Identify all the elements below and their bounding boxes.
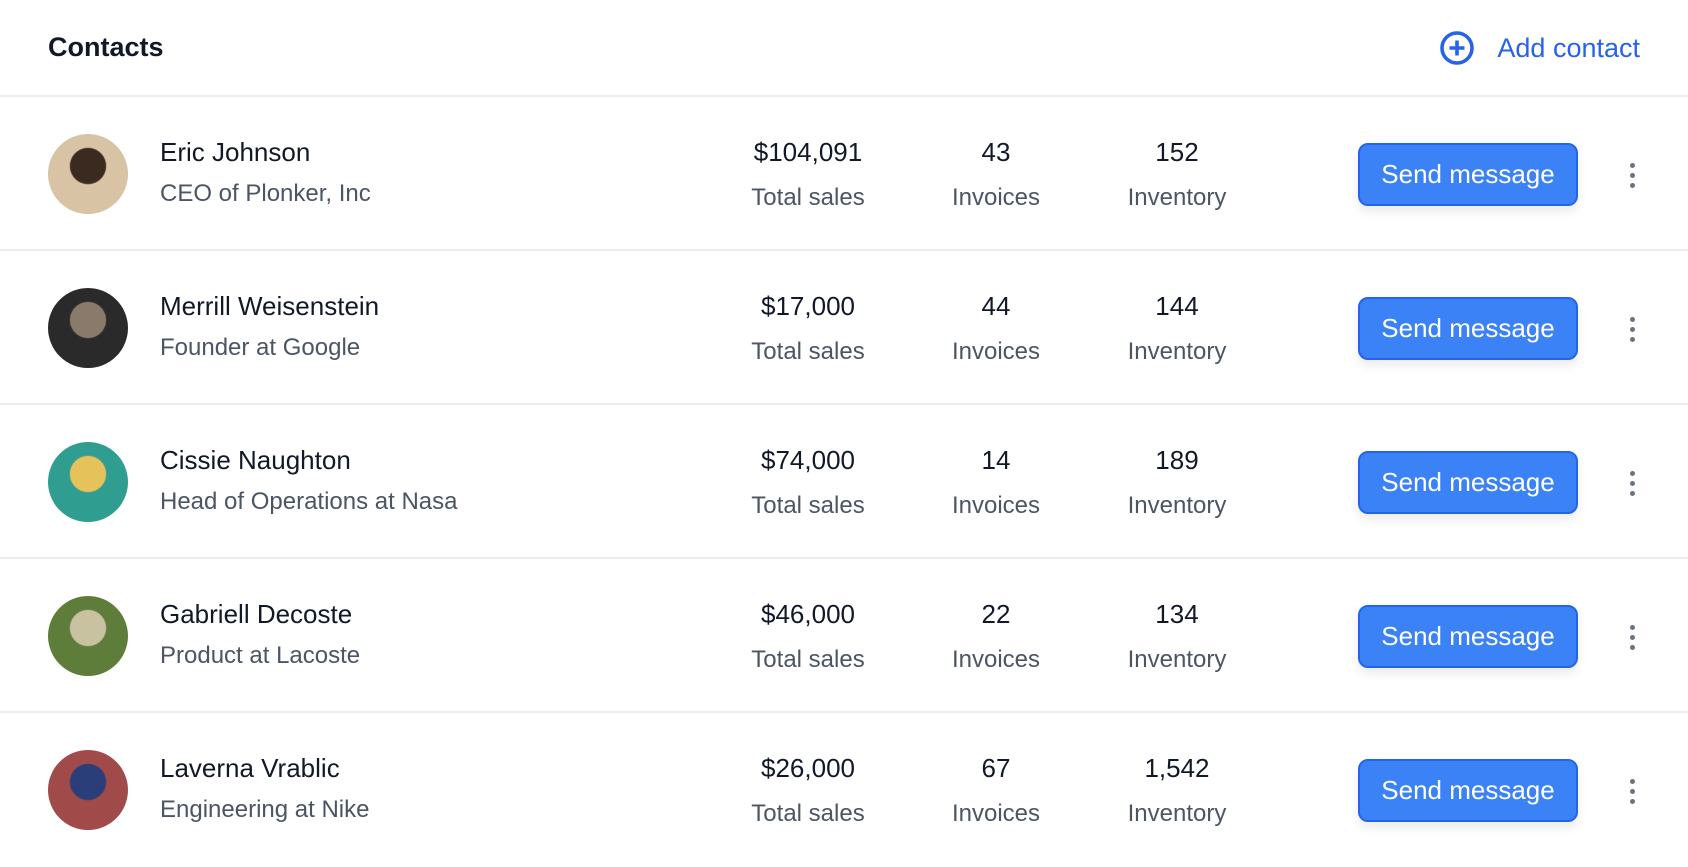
invoices-stat: 43 Invoices [896, 137, 1096, 212]
more-options-icon[interactable] [1620, 773, 1644, 809]
inventory-label: Inventory [1127, 646, 1227, 673]
invoices-label: Invoices [951, 184, 1041, 211]
inventory-value: 144 [1155, 291, 1199, 321]
contact-role: Engineering at Nike [160, 796, 370, 823]
avatar [48, 288, 128, 368]
contact-name: Cissie Naughton [160, 445, 351, 475]
inventory-stat: 134 Inventory [1077, 599, 1277, 674]
avatar [48, 750, 128, 830]
add-contact-label: Add contact [1497, 32, 1640, 63]
contact-role: Founder at Google [160, 334, 361, 361]
contact-row: Laverna Vrablic Engineering at Nike $26,… [0, 713, 1688, 867]
avatar [48, 596, 128, 676]
total-sales-label: Total sales [751, 184, 865, 211]
invoices-label: Invoices [951, 338, 1041, 365]
avatar [48, 442, 128, 522]
send-message-button[interactable]: Send message [1358, 451, 1578, 514]
more-options-icon[interactable] [1620, 619, 1644, 655]
send-message-button[interactable]: Send message [1358, 759, 1578, 822]
contacts-header: Contacts Add contact [0, 0, 1688, 97]
contact-name: Gabriell Decoste [160, 599, 353, 629]
inventory-label: Inventory [1127, 492, 1227, 519]
contact-row: Eric Johnson CEO of Plonker, Inc $104,09… [0, 97, 1688, 251]
invoices-value: 67 [981, 753, 1011, 783]
contact-role: Product at Lacoste [160, 642, 361, 669]
total-sales-value: $46,000 [761, 599, 855, 629]
more-options-icon[interactable] [1620, 311, 1644, 347]
inventory-label: Inventory [1127, 184, 1227, 211]
total-sales-label: Total sales [751, 492, 865, 519]
total-sales-label: Total sales [751, 338, 865, 365]
invoices-label: Invoices [951, 800, 1041, 827]
total-sales-stat: $46,000 Total sales [708, 599, 908, 674]
send-message-button[interactable]: Send message [1358, 143, 1578, 206]
send-message-button[interactable]: Send message [1358, 605, 1578, 668]
avatar [48, 134, 128, 214]
inventory-stat: 1,542 Inventory [1077, 753, 1277, 828]
invoices-value: 44 [981, 291, 1011, 321]
add-contact-button[interactable]: Add contact [1439, 30, 1640, 66]
contact-name: Eric Johnson [160, 137, 311, 167]
inventory-stat: 152 Inventory [1077, 137, 1277, 212]
inventory-stat: 189 Inventory [1077, 445, 1277, 520]
contact-row: Cissie Naughton Head of Operations at Na… [0, 405, 1688, 559]
invoices-stat: 22 Invoices [896, 599, 1096, 674]
contact-role: Head of Operations at Nasa [160, 488, 458, 515]
inventory-label: Inventory [1127, 338, 1227, 365]
contact-name: Laverna Vrablic [160, 753, 340, 783]
inventory-stat: 144 Inventory [1077, 291, 1277, 366]
invoices-stat: 67 Invoices [896, 753, 1096, 828]
inventory-value: 134 [1155, 599, 1199, 629]
total-sales-stat: $104,091 Total sales [708, 137, 908, 212]
invoices-label: Invoices [951, 492, 1041, 519]
inventory-value: 152 [1155, 137, 1199, 167]
total-sales-value: $74,000 [761, 445, 855, 475]
invoices-stat: 14 Invoices [896, 445, 1096, 520]
inventory-value: 189 [1155, 445, 1199, 475]
contact-role: CEO of Plonker, Inc [160, 180, 371, 207]
inventory-label: Inventory [1127, 800, 1227, 827]
total-sales-value: $26,000 [761, 753, 855, 783]
more-options-icon[interactable] [1620, 157, 1644, 193]
total-sales-stat: $17,000 Total sales [708, 291, 908, 366]
total-sales-value: $17,000 [761, 291, 855, 321]
invoices-value: 22 [981, 599, 1011, 629]
contact-name: Merrill Weisenstein [160, 291, 380, 321]
more-options-icon[interactable] [1620, 465, 1644, 501]
invoices-stat: 44 Invoices [896, 291, 1096, 366]
plus-circle-icon [1440, 31, 1475, 65]
contact-list: Eric Johnson CEO of Plonker, Inc $104,09… [0, 97, 1688, 867]
contact-row: Merrill Weisenstein Founder at Google $1… [0, 251, 1688, 405]
total-sales-stat: $26,000 Total sales [708, 753, 908, 828]
total-sales-value: $104,091 [753, 137, 863, 167]
invoices-value: 43 [981, 137, 1011, 167]
contact-row: Gabriell Decoste Product at Lacoste $46,… [0, 559, 1688, 713]
send-message-button[interactable]: Send message [1358, 297, 1578, 360]
total-sales-label: Total sales [751, 646, 865, 673]
page-title: Contacts [48, 32, 164, 62]
total-sales-label: Total sales [751, 800, 865, 827]
invoices-value: 14 [981, 445, 1011, 475]
invoices-label: Invoices [951, 646, 1041, 673]
inventory-value: 1,542 [1144, 753, 1210, 783]
total-sales-stat: $74,000 Total sales [708, 445, 908, 520]
